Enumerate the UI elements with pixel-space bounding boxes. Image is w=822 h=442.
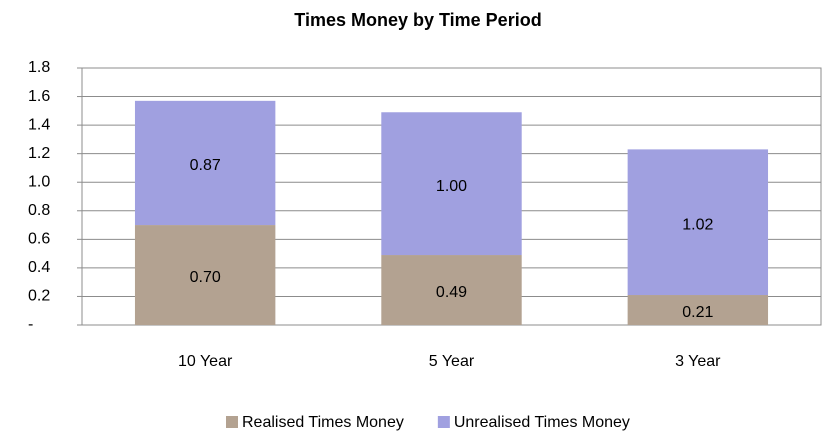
bar-segment <box>627 295 769 325</box>
legend-label: Realised Times Money <box>242 414 404 431</box>
x-tick-label: 3 Year <box>675 353 721 370</box>
data-label: 0.49 <box>436 284 467 301</box>
chart-title: Times Money by Time Period <box>294 10 541 30</box>
y-tick-label: 0.6 <box>28 231 50 248</box>
y-tick-label: 1.6 <box>28 88 50 105</box>
y-tick-label: 0.8 <box>28 202 50 219</box>
x-tick-label: 10 Year <box>178 353 233 370</box>
y-tick-label: 0.2 <box>28 288 50 305</box>
data-label: 0.87 <box>190 157 221 174</box>
y-tick-label: 1.2 <box>28 145 50 162</box>
y-tick-label: 1.8 <box>28 59 50 76</box>
legend-swatch <box>226 416 238 428</box>
data-label: 0.21 <box>682 304 713 321</box>
bar-segment <box>627 149 769 296</box>
bar-segment <box>381 112 522 256</box>
y-tick-label: 1.0 <box>28 173 50 190</box>
y-tick-label: 0.4 <box>28 259 50 276</box>
y-tick-label: 1.4 <box>28 116 50 133</box>
x-tick-label: 5 Year <box>429 353 475 370</box>
data-label: 0.70 <box>190 269 221 286</box>
legend-label: Unrealised Times Money <box>454 414 630 431</box>
data-label: 1.02 <box>682 216 713 233</box>
bar-segment <box>134 100 276 226</box>
bar-segment <box>134 225 276 325</box>
bar-segment <box>381 255 522 325</box>
legend-swatch <box>437 416 450 428</box>
y-tick-label: - <box>28 316 33 333</box>
data-label: 1.00 <box>436 178 467 195</box>
